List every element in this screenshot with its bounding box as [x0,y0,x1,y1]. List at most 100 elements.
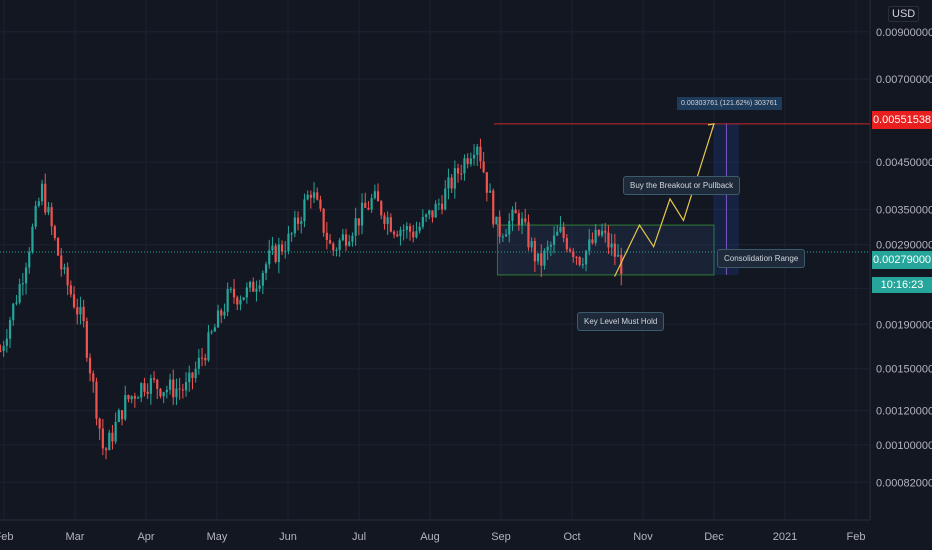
candle-body [24,267,28,284]
candles [0,138,623,460]
y-tick-label: 0.00450000 [876,157,932,169]
candle-body [172,379,175,398]
candle-body [258,285,261,289]
candle-body [18,284,21,303]
candle-body [277,244,280,263]
candle-body [114,421,117,442]
candle-body [380,201,383,216]
candle-body [194,368,197,379]
candle-body [88,357,92,374]
candle-body [229,288,232,290]
candle-body [28,251,31,268]
x-tick-label: Dec [704,531,724,543]
candle-body [181,389,184,391]
candle-body [124,395,127,420]
x-tick-label: Mar [66,531,85,543]
candle-body [306,194,309,200]
candle-body [210,331,213,333]
candle-body [303,199,306,222]
candle-body [12,303,15,321]
candle-body [533,241,536,262]
candle-body [328,239,332,244]
candle-body [175,388,178,398]
y-tick-label: 0.00900000 [876,27,932,39]
candle-body [274,245,277,263]
candle-body [44,183,47,213]
candle-body [140,383,143,398]
candle-body [31,226,34,252]
y-tick-label: 0.00120000 [876,406,932,418]
candle-body [584,250,588,265]
candle-body [344,234,348,246]
candle-body [287,233,290,252]
candle-body [50,207,53,227]
candle-body [524,218,527,222]
x-axis: Feb Mar Apr May Jun Jul Aug Sep Oct Nov Dec 2021 Feb [0,519,870,543]
candle-body [386,217,389,225]
candle-body [517,213,520,226]
candle-body [552,235,556,245]
candle-body [92,373,95,382]
candle-body [40,183,44,202]
candle-body [428,210,431,215]
candle-body [111,432,114,442]
candle-body [562,226,565,239]
candle-body [312,192,316,198]
x-tick-label: Oct [563,531,580,543]
countdown-tag: 10:16:23 [872,277,932,293]
candle-body [191,372,194,379]
breakout-callout: Buy the Breakout or Pullback [623,176,741,195]
candle-body [79,306,82,315]
x-tick-label: Jun [279,531,297,543]
candle-body [389,217,392,232]
candle-body [162,392,165,397]
candle-body [316,192,319,200]
candle-body [264,264,268,273]
candle-body [620,254,623,274]
candle-body [108,432,111,451]
candle-body [482,161,485,173]
y-tick-label: 0.00700000 [876,74,932,86]
candle-body [184,382,188,391]
candle-body [604,230,607,233]
candle-body [143,383,146,392]
candle-body [591,239,594,243]
candle-body [69,285,72,295]
candle-body [332,243,335,251]
candle-body [476,146,479,155]
candle-body [178,388,181,390]
candle-body [15,302,18,304]
y-tick-label: 0.00350000 [876,204,932,216]
candle-body [543,250,546,266]
currency-badge[interactable]: USD [888,6,920,22]
candle-body [82,306,85,322]
candle-body [588,239,591,251]
candle-body [418,226,421,232]
candle-body [159,388,162,397]
candle-body [216,310,220,328]
candle-body [271,245,274,251]
candle-body [309,194,312,198]
candle-body [280,244,284,252]
candle-body [488,190,492,193]
target-price-tag: 0.00551538 [872,111,932,129]
candle-body [60,255,63,270]
candle-body [322,208,325,233]
candle-body [396,234,399,237]
candle-body [565,238,568,250]
candle-body [85,321,88,358]
candle-body [402,229,405,231]
x-tick-label: Aug [420,531,440,543]
candle-body [597,229,600,236]
candle-body [424,214,428,217]
candle-body [498,216,501,237]
consolidation-callout: Consolidation Range [717,249,806,268]
candle-body [146,391,149,394]
candle-body [120,410,124,420]
x-tick-label: Apr [137,531,154,543]
candle-body [376,191,380,202]
candle-body [168,379,172,390]
candle-body [117,410,120,422]
